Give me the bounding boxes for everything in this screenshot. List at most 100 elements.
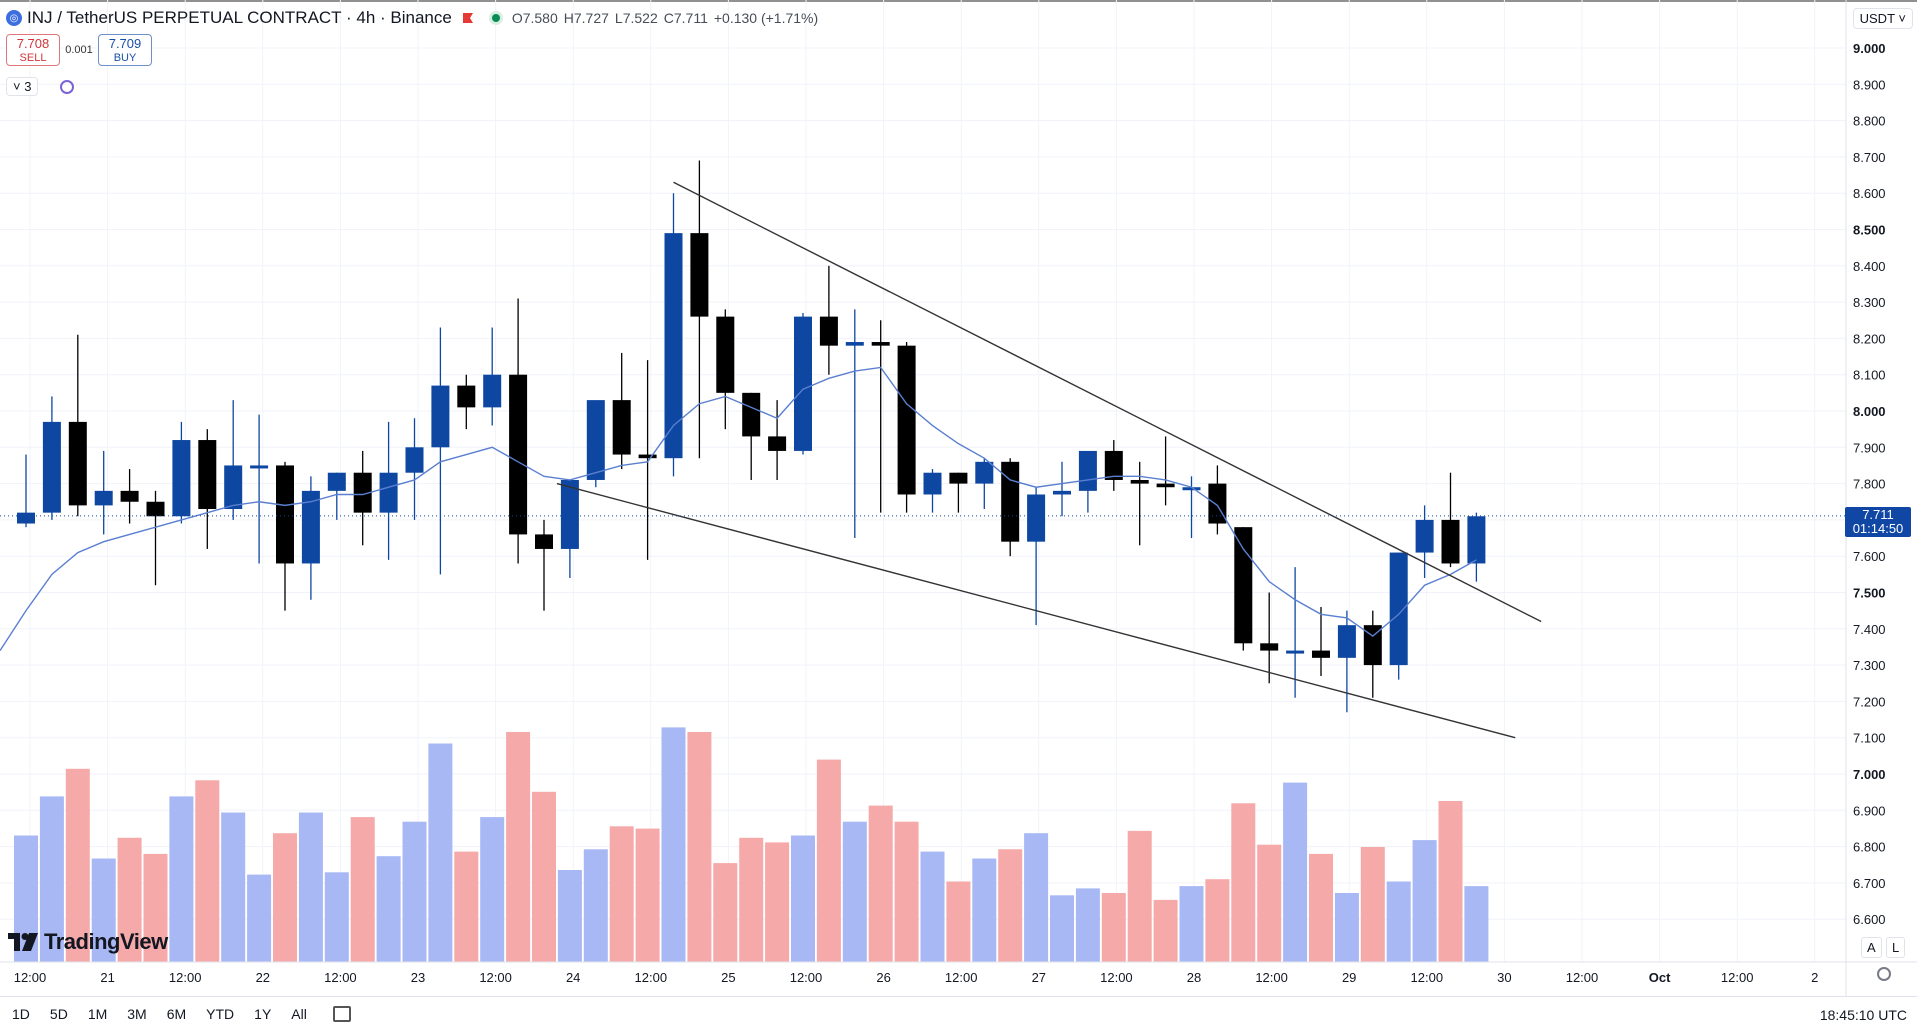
volume-bar [532,791,556,962]
candle [1001,458,1020,557]
candle [146,490,165,586]
candle-body [742,392,761,437]
price-tick-label: 7.600 [1853,549,1886,564]
calendar-icon[interactable] [332,1006,351,1022]
candle-body [949,472,968,484]
volume-bar [583,849,608,962]
candle [768,400,787,480]
tradingview-logo[interactable]: TradingView [8,929,168,955]
candle-body [276,465,294,564]
flag-icon[interactable] [462,12,474,24]
last-price-tag: 7.711 01:14:50 [1845,507,1911,537]
candle [923,469,942,513]
candle-body [1234,527,1253,644]
time-axis[interactable]: 12:00 21 12:00 22 12:00 23 12:00 24 12:00 25 12:00… [0,961,1917,985]
range-3m[interactable]: 3M [127,1006,147,1022]
candle-body [483,374,502,408]
time-tick-label: 12:00 [1411,970,1444,985]
range-1y[interactable]: 1Y [254,1006,272,1022]
candle-body [1467,516,1486,564]
volume-bar [1334,893,1359,962]
indicators-toggle[interactable]: ˅ 3 [6,77,39,96]
candle-body [250,465,269,469]
range-6m[interactable]: 6M [166,1006,187,1022]
volume-bar [428,743,453,962]
candle-body [794,316,812,451]
indicators-legend: ˅ 3 [6,77,75,96]
candle-body [560,479,579,549]
candle [250,414,269,564]
candle-body [1053,490,1071,495]
time-tick-label: 27 [1032,970,1046,985]
buy-button[interactable]: 7.709 BUY [98,34,152,66]
volume-bar [1412,840,1437,962]
candle [68,334,87,517]
auto-scale-button[interactable]: A [1861,937,1882,958]
volume-bar [894,821,919,962]
candle-body [1260,643,1279,651]
currency-select[interactable]: USDT ˅ [1852,8,1913,29]
volume-bar [39,796,64,962]
candle-body [68,421,87,506]
symbol-title[interactable]: INJ / TetherUS PERPETUAL CONTRACT · 4h ·… [27,8,452,27]
sync-icon[interactable] [60,79,75,94]
candle [560,479,579,578]
range-ytd[interactable]: YTD [206,1006,235,1022]
candle-body [535,534,553,549]
volume-bar [687,732,712,962]
candle [1053,461,1071,517]
utc-clock[interactable]: 18:45:10 UTC [1819,1007,1907,1023]
sell-button[interactable]: 7.708 SELL [6,34,60,66]
range-1m[interactable]: 1M [87,1006,108,1022]
candle [94,450,113,535]
candle [379,421,398,560]
volume-bar [350,817,375,962]
volume-bar [1386,881,1411,962]
candle-body [353,472,372,513]
time-tick-label: 2 [1811,970,1818,985]
candlesticks[interactable] [17,160,1486,713]
injective-icon[interactable]: ◎ [6,10,22,26]
price-tick-label: 7.500 [1853,586,1886,601]
volume-bar [402,821,427,962]
candle-body [664,233,683,459]
candle [224,400,243,520]
low-value: L7.522 [614,10,658,26]
market-status-icon [491,14,500,22]
time-tick-label: 28 [1187,970,1201,985]
range-1d[interactable]: 1D [12,1006,30,1022]
range-all[interactable]: All [291,1006,307,1022]
log-scale-button[interactable]: L [1886,937,1906,958]
volume-bars [14,727,1489,962]
trendlines[interactable] [556,181,1542,739]
volume-bar [1127,830,1152,962]
price-tick-label: 7.000 [1853,767,1886,782]
price-tick-label: 8.000 [1853,404,1886,419]
candle-body [17,512,35,524]
candle-body [1415,519,1434,553]
time-tick-label: 12:00 [169,970,202,985]
price-tick-label: 7.900 [1853,440,1886,455]
volume-bar [1438,801,1463,962]
range-5d[interactable]: 5D [49,1006,68,1022]
time-tick-label: 12:00 [479,970,512,985]
spread-value: 0.001 [65,44,93,56]
candle [405,418,424,520]
indicators-count: 3 [24,79,32,94]
price-tick-label: 6.700 [1853,876,1886,891]
candle-body [768,436,787,451]
candle [535,519,553,611]
volume-bar [609,826,634,962]
candle-body [42,421,61,513]
price-axis[interactable]: 9.000 8.900 8.800 8.700 8.600 8.500 8.400 8.300… [1845,0,1886,996]
gear-icon[interactable] [1877,967,1891,981]
candle-body [1130,479,1149,484]
volume-bar [195,780,220,962]
candle-body [198,440,217,510]
candle-body [638,454,657,459]
candle [1156,436,1175,506]
volume-bar [143,853,168,962]
last-price-value: 7.711 [1862,507,1894,522]
candle [172,421,191,524]
